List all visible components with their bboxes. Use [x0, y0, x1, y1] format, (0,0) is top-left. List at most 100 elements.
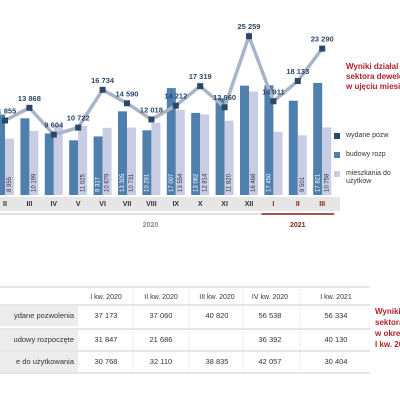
table-note: w okres: [375, 329, 400, 338]
bar-value-label: 11 820: [227, 173, 233, 192]
table-cell: 21 686: [150, 335, 173, 344]
x-tick-label: II: [296, 201, 300, 208]
bar-value-label: 16 468: [251, 173, 257, 192]
bar: [118, 111, 127, 195]
table-cell: 40 130: [325, 335, 348, 344]
bar: [175, 109, 185, 195]
line-value-label: 14 212: [164, 92, 187, 101]
line-marker: [319, 45, 326, 52]
table-cell: 30 768: [95, 357, 118, 366]
bar: [297, 135, 307, 195]
line-value-label: 10 722: [67, 114, 90, 123]
bar-value-label: 13 305: [120, 173, 126, 192]
table-cell: 32 110: [150, 357, 172, 366]
table-note: Wyniki: [375, 307, 400, 316]
line-value-label: 14 911: [262, 87, 285, 96]
x-tick-label: V: [76, 201, 81, 208]
legend-label: wydane pozw: [346, 132, 389, 139]
line-value-label: 14 590: [116, 89, 139, 98]
legend-swatch: [334, 133, 340, 139]
chart-title: w ujęciu miesi: [346, 82, 400, 91]
table-note: sektora: [375, 318, 400, 327]
line-marker: [124, 100, 130, 107]
bar: [78, 125, 88, 195]
x-tick-label: I: [272, 201, 274, 208]
x-tick-label: III: [26, 201, 32, 208]
x-tick-label: X: [198, 201, 203, 208]
line-value-label: 18 133: [286, 67, 309, 76]
bar-value-label: 9 317: [96, 176, 102, 192]
bar: [20, 118, 30, 195]
chart-title: sektora dewelo: [346, 72, 400, 81]
row-label-bg: [0, 306, 78, 326]
row-label: ydane pozwolenia: [14, 311, 75, 320]
line-marker: [221, 104, 228, 111]
chart-title: Wyniki działal: [346, 62, 399, 71]
bar: [322, 127, 332, 195]
row-label: e do użytkowania: [16, 357, 75, 366]
x-tick-label: VIII: [146, 201, 157, 208]
x-tick-label: II: [3, 201, 7, 208]
table-cell: 38 835: [206, 357, 229, 366]
bar-value-label: 12 814: [202, 173, 208, 192]
bar: [29, 130, 39, 195]
x-tick-label: XII: [245, 201, 254, 208]
table-header: IV kw. 2020: [252, 294, 288, 301]
table-cell: 37 173: [95, 311, 118, 320]
x-tick-label: XI: [221, 201, 228, 208]
bar: [191, 112, 201, 195]
bar: [215, 98, 225, 195]
table-header: III kw. 2020: [199, 294, 235, 301]
x-tick-label: VI: [99, 201, 106, 208]
table-header: I kw. 2020: [90, 294, 122, 301]
line-marker: [294, 78, 301, 85]
bar-value-label: 9 501: [300, 176, 306, 192]
bar: [166, 88, 176, 195]
line-marker: [270, 98, 277, 105]
bar-value-label: 13 554: [178, 173, 184, 192]
row-label: udowy rozpoczęte: [14, 335, 74, 344]
table-header: II kw. 2020: [144, 294, 178, 301]
table-cell: 40 820: [206, 311, 229, 320]
table-cell: 31 847: [95, 335, 118, 344]
bar: [240, 85, 249, 195]
bar: [93, 136, 103, 195]
bar-value-label: 10 758: [324, 173, 330, 192]
line-marker: [148, 116, 155, 123]
table-cell: 42 057: [259, 357, 282, 366]
line: [4, 31, 324, 137]
bar: [102, 127, 112, 195]
row-label-bg: [0, 352, 78, 372]
line-marker: [2, 117, 8, 124]
bar: [224, 120, 234, 195]
bar-value-label: 10 291: [144, 173, 150, 192]
table-cell: 37 060: [150, 311, 173, 320]
group-label: 2020: [143, 222, 159, 229]
bar-value-label: 10 199: [31, 173, 37, 192]
legend-swatch: [334, 152, 340, 158]
table-cell: 30 404: [325, 357, 348, 366]
bar: [273, 131, 283, 195]
line-value-label: 23 290: [311, 35, 334, 44]
line-marker: [26, 104, 33, 111]
bar-value-label: 8 955: [7, 176, 13, 192]
table-cell: 56 334: [325, 311, 348, 320]
line-marker: [75, 124, 82, 131]
line-value-label: 11 855: [0, 106, 16, 115]
bar-value-label: 13 062: [193, 173, 199, 192]
row-label-bg: [0, 330, 78, 350]
legend-label: budowy rozp: [346, 151, 386, 158]
line-marker: [99, 86, 106, 93]
bar: [127, 127, 136, 195]
bar: [313, 82, 323, 195]
bar-value-label: 17 450: [266, 173, 272, 192]
bar-value-label: 10 679: [105, 173, 111, 192]
table-note: I kw. 20: [375, 340, 400, 349]
bar: [0, 114, 5, 195]
group-label: 2021: [290, 222, 306, 229]
bar: [44, 133, 54, 195]
bar: [151, 122, 161, 195]
x-tick-label: IV: [50, 201, 57, 208]
line-marker: [246, 33, 252, 40]
table-header: I kw. 2021: [320, 294, 352, 301]
